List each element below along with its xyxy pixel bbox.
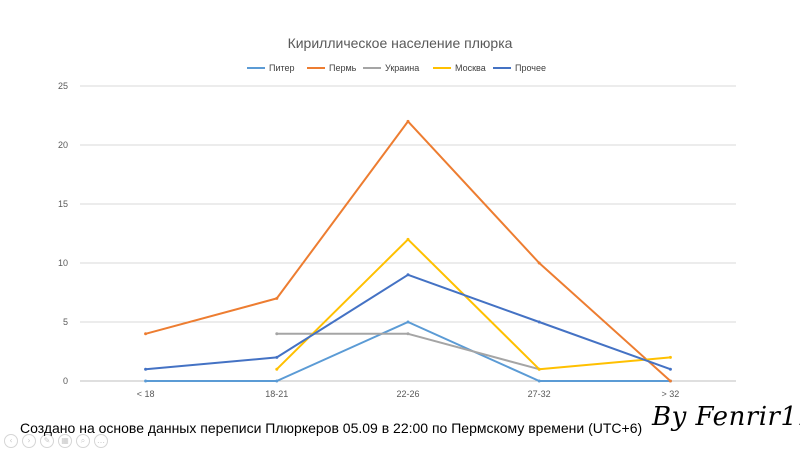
pen-icon[interactable]: ✎ [40, 434, 54, 448]
legend-label: Москва [455, 63, 486, 73]
legend-label: Украина [385, 63, 419, 73]
y-tick-label: 5 [63, 317, 68, 327]
arrow-right-icon[interactable]: › [22, 434, 36, 448]
data-point [537, 261, 541, 265]
author-signature: By Fenrir112 [652, 402, 800, 432]
zoom-icon[interactable]: ⌕ [76, 434, 90, 448]
x-tick-label: 27-32 [528, 389, 551, 399]
y-tick-label: 15 [58, 199, 68, 209]
data-point [537, 379, 541, 383]
data-point [275, 296, 279, 300]
y-tick-label: 0 [63, 376, 68, 386]
y-tick-label: 10 [58, 258, 68, 268]
slides-icon[interactable]: ▦ [58, 434, 72, 448]
line-chart: Кириллическое население плюрка 0 5 10 15 20 25… [58, 35, 736, 399]
data-point [668, 367, 672, 371]
data-point [668, 379, 672, 383]
data-point [275, 379, 279, 383]
series-line [145, 321, 671, 382]
series-line [276, 238, 671, 371]
data-point [406, 273, 410, 277]
chart-title: Кириллическое население плюрка [288, 35, 513, 51]
slideshow-controls: ‹ › ✎ ▦ ⌕ … [4, 434, 108, 448]
data-point [144, 379, 148, 383]
x-tick-label: > 32 [662, 389, 680, 399]
data-point [537, 367, 541, 371]
x-tick-label: < 18 [137, 389, 155, 399]
y-tick-label: 25 [58, 81, 68, 91]
data-point [668, 355, 672, 359]
data-point [144, 367, 148, 371]
legend-label: Пермь [329, 63, 357, 73]
arrow-left-icon[interactable]: ‹ [4, 434, 18, 448]
legend-label: Прочее [515, 63, 546, 73]
data-point [406, 119, 410, 123]
legend-label: Питер [269, 63, 295, 73]
data-point [406, 237, 410, 241]
data-point [537, 320, 541, 324]
footer-note: Создано на основе данных переписи Плюрке… [20, 420, 643, 436]
x-tick-label: 18-21 [265, 389, 288, 399]
data-point [275, 367, 279, 371]
data-point [275, 355, 279, 359]
more-icon[interactable]: … [94, 434, 108, 448]
y-tick-label: 20 [58, 140, 68, 150]
data-point [406, 332, 410, 336]
data-point [144, 332, 148, 336]
data-point [406, 320, 410, 324]
series-line [145, 120, 672, 382]
data-point [275, 332, 279, 336]
x-tick-label: 22-26 [396, 389, 419, 399]
